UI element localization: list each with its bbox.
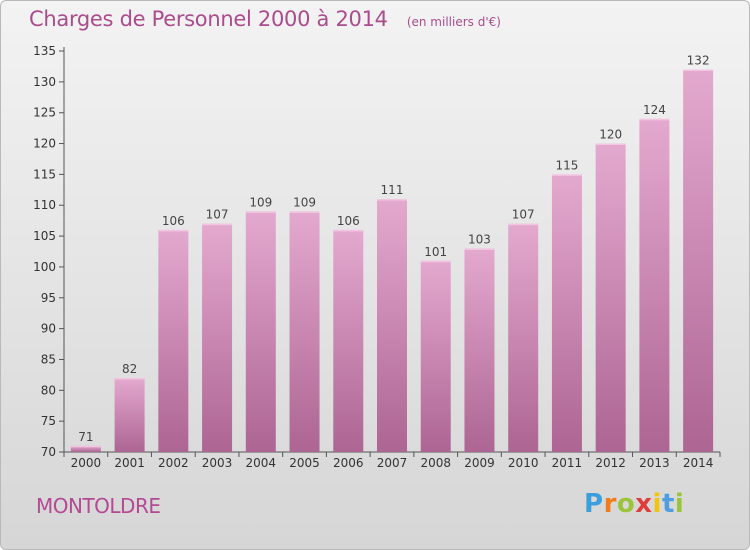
bar-value-label: 109 — [249, 195, 272, 209]
bar-value-label: 124 — [643, 103, 666, 117]
chart-subtitle: (en milliers d'€) — [406, 15, 501, 29]
bar-value-label: 109 — [293, 195, 316, 209]
bar-highlight — [114, 377, 145, 380]
x-tick-label: 2006 — [333, 456, 364, 470]
bar — [333, 229, 364, 452]
logo-letter: x — [635, 489, 653, 519]
x-tick-label: 2011 — [552, 456, 583, 470]
bar-value-label: 103 — [468, 232, 491, 246]
bar-value-label: 107 — [512, 208, 535, 222]
x-tick-label: 2005 — [289, 456, 320, 470]
bar — [683, 69, 714, 452]
bar — [420, 260, 451, 452]
bar — [114, 377, 145, 452]
bar — [464, 248, 495, 452]
bar — [595, 143, 626, 453]
x-tick-label: 2002 — [158, 456, 189, 470]
x-tick-label: 2009 — [464, 456, 495, 470]
logo-letter: t — [661, 489, 675, 519]
y-tick-label: 70 — [41, 445, 56, 459]
bar-highlight — [464, 248, 495, 250]
y-tick-label: 90 — [41, 322, 56, 336]
bar-value-label: 82 — [122, 362, 137, 376]
logo-letter: P — [584, 489, 604, 519]
y-tick-label: 75 — [41, 414, 56, 428]
bar-highlight — [70, 445, 101, 448]
x-tick-label: 2013 — [639, 456, 670, 470]
chart-title: Charges de Personnel 2000 à 2014 — [29, 7, 388, 31]
bar — [70, 445, 101, 452]
y-tick-label: 80 — [41, 383, 56, 397]
bar-highlight — [639, 118, 670, 121]
bar — [289, 211, 320, 452]
bar-highlight — [595, 143, 626, 146]
bar-highlight — [683, 69, 714, 72]
logo-letter: o — [616, 489, 636, 519]
commune-name: MONTOLDRE — [36, 494, 161, 518]
bar-value-label: 107 — [206, 208, 229, 222]
bar-value-label: 132 — [687, 54, 710, 68]
bar-highlight — [333, 229, 364, 232]
x-tick-label: 2008 — [420, 456, 451, 470]
bar-highlight — [158, 229, 189, 232]
x-tick-label: 2003 — [202, 456, 233, 470]
x-tick-label: 2000 — [71, 456, 102, 470]
chart-axes: 70 75 80 85 90 95 100 105 110 115 120 125 130 135 — [33, 44, 721, 459]
bar-highlight — [245, 211, 276, 213]
x-tick-label: 2004 — [246, 456, 277, 470]
bar-value-label: 106 — [337, 214, 360, 228]
bar-value-label: 101 — [424, 245, 447, 259]
y-tick-label: 135 — [33, 44, 56, 58]
bar — [202, 223, 233, 452]
bar-highlight — [420, 260, 451, 263]
bar-highlight — [377, 199, 407, 201]
bar — [245, 211, 276, 452]
bar — [158, 229, 189, 452]
y-tick-label: 120 — [33, 137, 56, 151]
bar-highlight — [551, 174, 582, 176]
x-tick-label: 2001 — [114, 456, 145, 470]
bar — [377, 199, 407, 452]
y-tick-label: 85 — [41, 352, 56, 366]
y-tick-label: 100 — [33, 260, 56, 274]
logo-letter: r — [603, 489, 617, 519]
bar-highlight — [508, 223, 539, 226]
bar-highlight — [289, 211, 320, 213]
y-tick-label: 115 — [33, 167, 56, 181]
proxiti-logo: Proxiti — [584, 489, 684, 519]
logo-letter: i — [674, 489, 685, 519]
bar-value-label: 106 — [162, 214, 185, 228]
chart-labels: 71 2000 82 2001 106 2002 107 2003 109 2004 109 2005… — [71, 54, 714, 470]
x-tick-label: 2007 — [377, 456, 408, 470]
bar — [551, 174, 582, 452]
bar — [639, 118, 670, 452]
bar-value-label: 120 — [599, 128, 622, 142]
x-tick-label: 2012 — [595, 456, 626, 470]
y-tick-label: 130 — [33, 75, 56, 89]
bar — [508, 223, 539, 452]
x-tick-label: 2010 — [508, 456, 539, 470]
y-tick-label: 95 — [41, 291, 56, 305]
y-tick-label: 105 — [33, 229, 56, 243]
logo-letter: i — [652, 489, 662, 519]
bar-value-label: 111 — [381, 183, 404, 197]
x-tick-label: 2014 — [683, 456, 714, 470]
bar-value-label: 71 — [78, 430, 93, 444]
title-row: Charges de Personnel 2000 à 2014 (en mil… — [29, 7, 501, 31]
bar-highlight — [202, 223, 233, 226]
bar-value-label: 115 — [555, 158, 578, 172]
y-tick-label: 125 — [33, 106, 56, 120]
y-tick-label: 110 — [33, 198, 56, 212]
chart-bars — [70, 69, 714, 453]
